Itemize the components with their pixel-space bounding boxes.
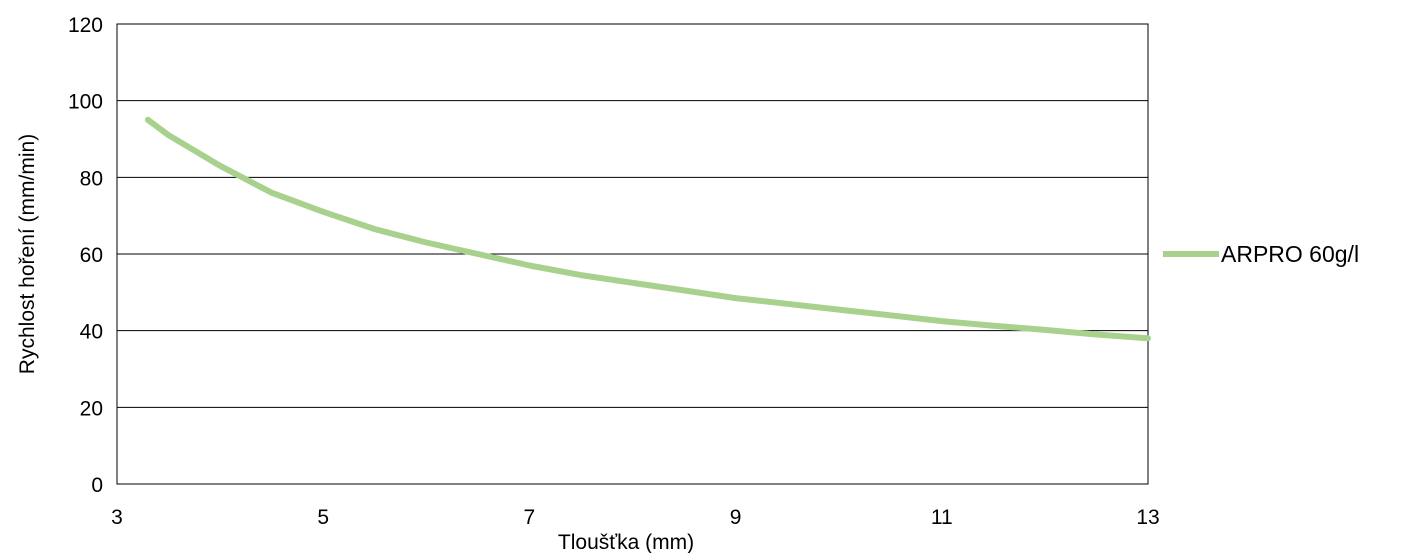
- y-tick-label: 100: [68, 91, 103, 114]
- plot-frame: [116, 23, 1149, 485]
- series-line-0: [144, 116, 1151, 342]
- x-tick-label: 13: [1136, 506, 1159, 529]
- x-axis-ticks: 3 5 7 9 11 13: [111, 506, 1160, 529]
- y-tick-label: 80: [80, 167, 103, 190]
- x-tick-label: 3: [111, 506, 123, 529]
- y-tick-label: 0: [91, 474, 103, 497]
- y-tick-label: 120: [68, 14, 103, 37]
- series-group: [144, 116, 1151, 342]
- x-tick-label: 11: [931, 506, 953, 529]
- legend: ARPRO 60g/l: [1163, 241, 1359, 267]
- y-tick-label: 20: [80, 397, 103, 420]
- x-tick-label: 9: [730, 506, 742, 529]
- x-tick-label: 7: [524, 506, 536, 529]
- y-axis-title: Rychlost hoření (mm/min): [16, 134, 39, 374]
- grid-lines: [117, 100, 1148, 408]
- x-axis-title: Tloušťka (mm): [558, 531, 694, 553]
- y-tick-label: 40: [80, 321, 103, 344]
- x-tick-label: 5: [317, 506, 329, 529]
- y-axis-ticks: 0 20 40 60 80 100 120: [68, 14, 103, 497]
- legend-label: ARPRO 60g/l: [1221, 241, 1359, 267]
- y-tick-label: 60: [80, 244, 103, 267]
